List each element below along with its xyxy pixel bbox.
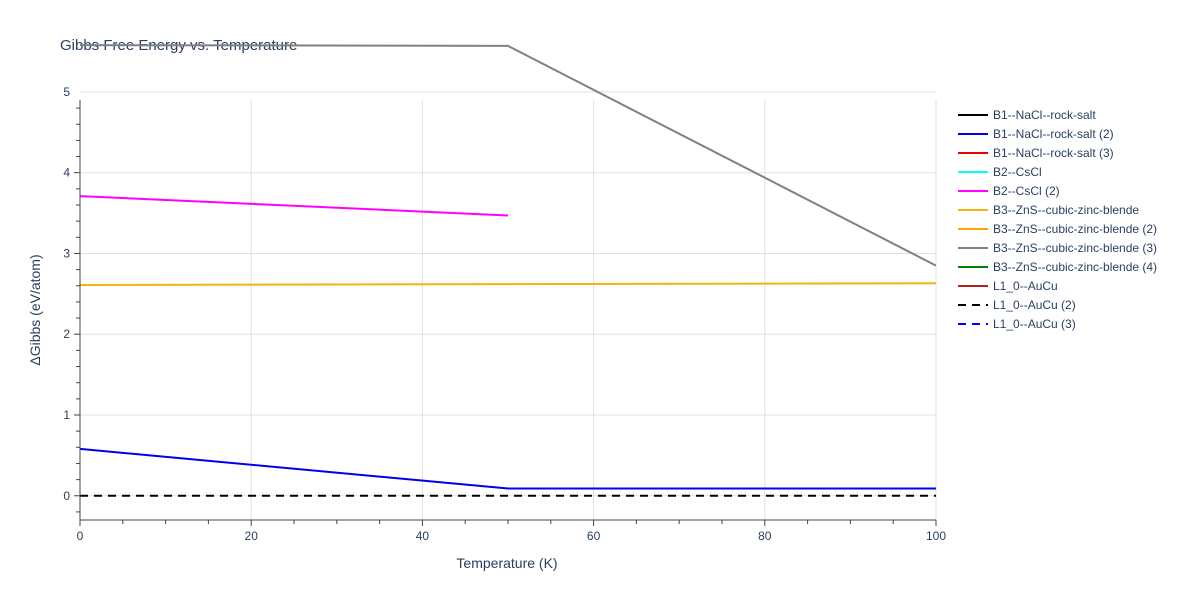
- legend-label: B2--CsCl: [993, 165, 1042, 179]
- x-tick-label: 40: [416, 529, 430, 543]
- legend-label: B1--NaCl--rock-salt: [993, 108, 1096, 122]
- x-tick-label: 100: [926, 529, 946, 543]
- series-line-4: [79, 195, 509, 217]
- legend-item[interactable]: B3--ZnS--cubic-zinc-blende: [958, 203, 1139, 217]
- legend-item[interactable]: B2--CsCl: [958, 165, 1042, 179]
- y-tick-label: 0: [63, 489, 70, 503]
- plot-area: [79, 44, 937, 497]
- axes: 0 20 40 60 80 100 0 1 2 3 4 5: [63, 85, 946, 543]
- legend-item[interactable]: L1_0--AuCu (3): [958, 317, 1076, 331]
- x-tick-label: 20: [245, 529, 259, 543]
- legend-item[interactable]: L1_0--AuCu: [958, 279, 1058, 293]
- legend-label: L1_0--AuCu: [993, 279, 1058, 293]
- y-tick-label: 5: [63, 85, 70, 99]
- y-axis-title: ΔGibbs (eV/atom): [27, 254, 43, 365]
- legend-label: B1--NaCl--rock-salt (2): [993, 127, 1114, 141]
- x-tick-label: 60: [587, 529, 601, 543]
- legend-label: B3--ZnS--cubic-zinc-blende (3): [993, 241, 1157, 255]
- legend-label: B2--CsCl (2): [993, 184, 1060, 198]
- y-tick-label: 2: [63, 327, 70, 341]
- legend-label: B3--ZnS--cubic-zinc-blende (4): [993, 260, 1157, 274]
- legend-label: L1_0--AuCu (2): [993, 298, 1076, 312]
- legend-label: L1_0--AuCu (3): [993, 317, 1076, 331]
- y-tick-label: 3: [63, 246, 70, 260]
- series-line-1: [79, 447, 936, 490]
- legend-item[interactable]: B3--ZnS--cubic-zinc-blende (2): [958, 222, 1157, 236]
- legend-item[interactable]: B1--NaCl--rock-salt (2): [958, 127, 1114, 141]
- grid: [80, 91, 937, 520]
- series-line-7: [79, 44, 937, 267]
- legend[interactable]: B1--NaCl--rock-salt B1--NaCl--rock-salt (…: [958, 108, 1157, 331]
- legend-item[interactable]: B3--ZnS--cubic-zinc-blende (3): [958, 241, 1157, 255]
- series-line-5: [79, 282, 937, 286]
- legend-label: B1--NaCl--rock-salt (3): [993, 146, 1114, 160]
- legend-label: B3--ZnS--cubic-zinc-blende: [993, 203, 1139, 217]
- x-tick-label: 0: [77, 529, 84, 543]
- x-axis-title: Temperature (K): [456, 555, 557, 571]
- x-tick-label: 80: [758, 529, 772, 543]
- y-tick-label: 1: [63, 408, 70, 422]
- legend-label: B3--ZnS--cubic-zinc-blende (2): [993, 222, 1157, 236]
- legend-item[interactable]: L1_0--AuCu (2): [958, 298, 1076, 312]
- legend-item[interactable]: B1--NaCl--rock-salt: [958, 108, 1096, 122]
- legend-item[interactable]: B1--NaCl--rock-salt (3): [958, 146, 1114, 160]
- y-tick-label: 4: [63, 166, 70, 180]
- legend-item[interactable]: B3--ZnS--cubic-zinc-blende (4): [958, 260, 1157, 274]
- legend-item[interactable]: B2--CsCl (2): [958, 184, 1060, 198]
